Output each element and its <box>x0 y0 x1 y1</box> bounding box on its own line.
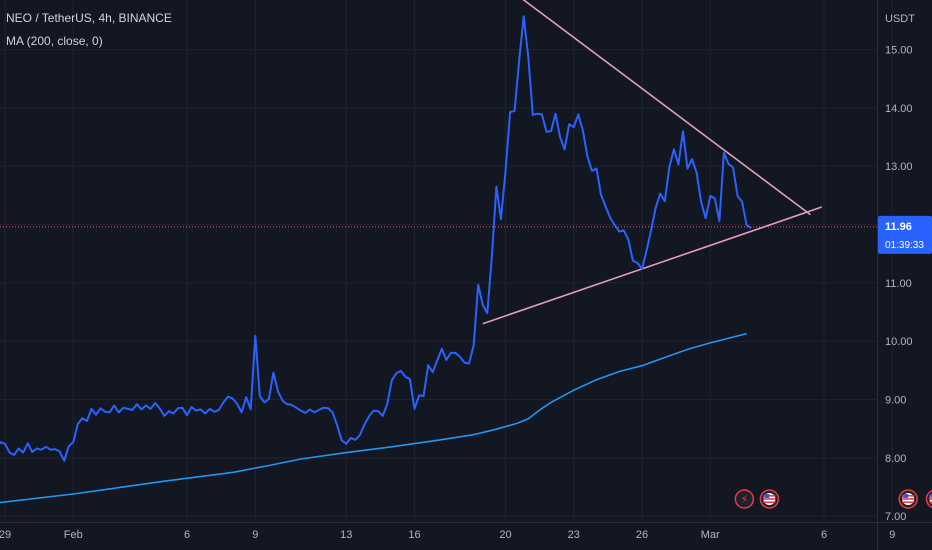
event-markers: ⚡ <box>734 489 932 509</box>
x-tick-label: 9 <box>252 529 258 541</box>
x-tick-label: 29 <box>0 529 11 541</box>
current-price-value: 11.96 <box>885 221 912 233</box>
x-tick-label: 23 <box>568 529 580 541</box>
us-flag-stripe <box>902 501 915 503</box>
y-tick-label: 13.00 <box>885 161 913 173</box>
us-flag-event-icon[interactable] <box>898 489 918 509</box>
ma-200-line-group <box>0 332 747 504</box>
price-axis-unit: USDT <box>885 13 915 25</box>
y-tick-label: 8.00 <box>885 453 906 465</box>
bar-countdown: 01:39:33 <box>885 240 924 251</box>
x-tick-label: 20 <box>499 529 511 541</box>
lightning-glyph: ⚡ <box>741 493 749 506</box>
lightning-event-ring <box>734 489 755 509</box>
x-tick-label: 16 <box>408 529 420 541</box>
us-flag-stripe <box>929 498 932 500</box>
lightning-event-icon[interactable]: ⚡ <box>734 489 755 509</box>
x-tick-label: 13 <box>340 529 352 541</box>
y-tick-label: 14.00 <box>885 103 913 115</box>
current-price-tag: 11.96 01:39:33 <box>878 215 932 254</box>
us-flag-event-icon[interactable] <box>759 489 780 509</box>
us-flag-canton <box>903 494 909 498</box>
us-flag-event-icon[interactable] <box>925 489 932 509</box>
current-price-tag-box <box>878 215 932 254</box>
upper-trendline[interactable] <box>521 0 811 216</box>
us-flag-stripe <box>763 501 776 503</box>
y-tick-label: 10.00 <box>885 336 913 348</box>
y-tick-label: 7.00 <box>885 511 906 523</box>
x-tick-label: 26 <box>636 529 648 541</box>
us-flag-stripe <box>763 498 776 500</box>
price-line-group <box>0 15 752 462</box>
y-tick-label: 9.00 <box>885 395 906 407</box>
x-tick-label: Mar <box>701 529 720 541</box>
price-line <box>0 15 752 462</box>
x-tick-label: 6 <box>821 529 827 541</box>
y-tick-label: 11.00 <box>885 278 912 290</box>
x-tick-label: Feb <box>64 529 83 541</box>
us-flag-canton <box>930 494 932 498</box>
indicator-legend: MA (200, close, 0) <box>6 34 103 48</box>
y-tick-label: 15.00 <box>885 45 913 57</box>
symbol-legend: NEO / TetherUS, 4h, BINANCE <box>6 11 172 25</box>
us-flag-stripe <box>902 498 915 500</box>
grid-lines <box>0 0 893 522</box>
ma-200-line <box>0 332 747 504</box>
us-flag-stripe <box>929 501 932 503</box>
x-tick-label: 6 <box>184 529 190 541</box>
x-tick-label: 9 <box>889 529 895 541</box>
us-flag-canton <box>764 494 770 498</box>
